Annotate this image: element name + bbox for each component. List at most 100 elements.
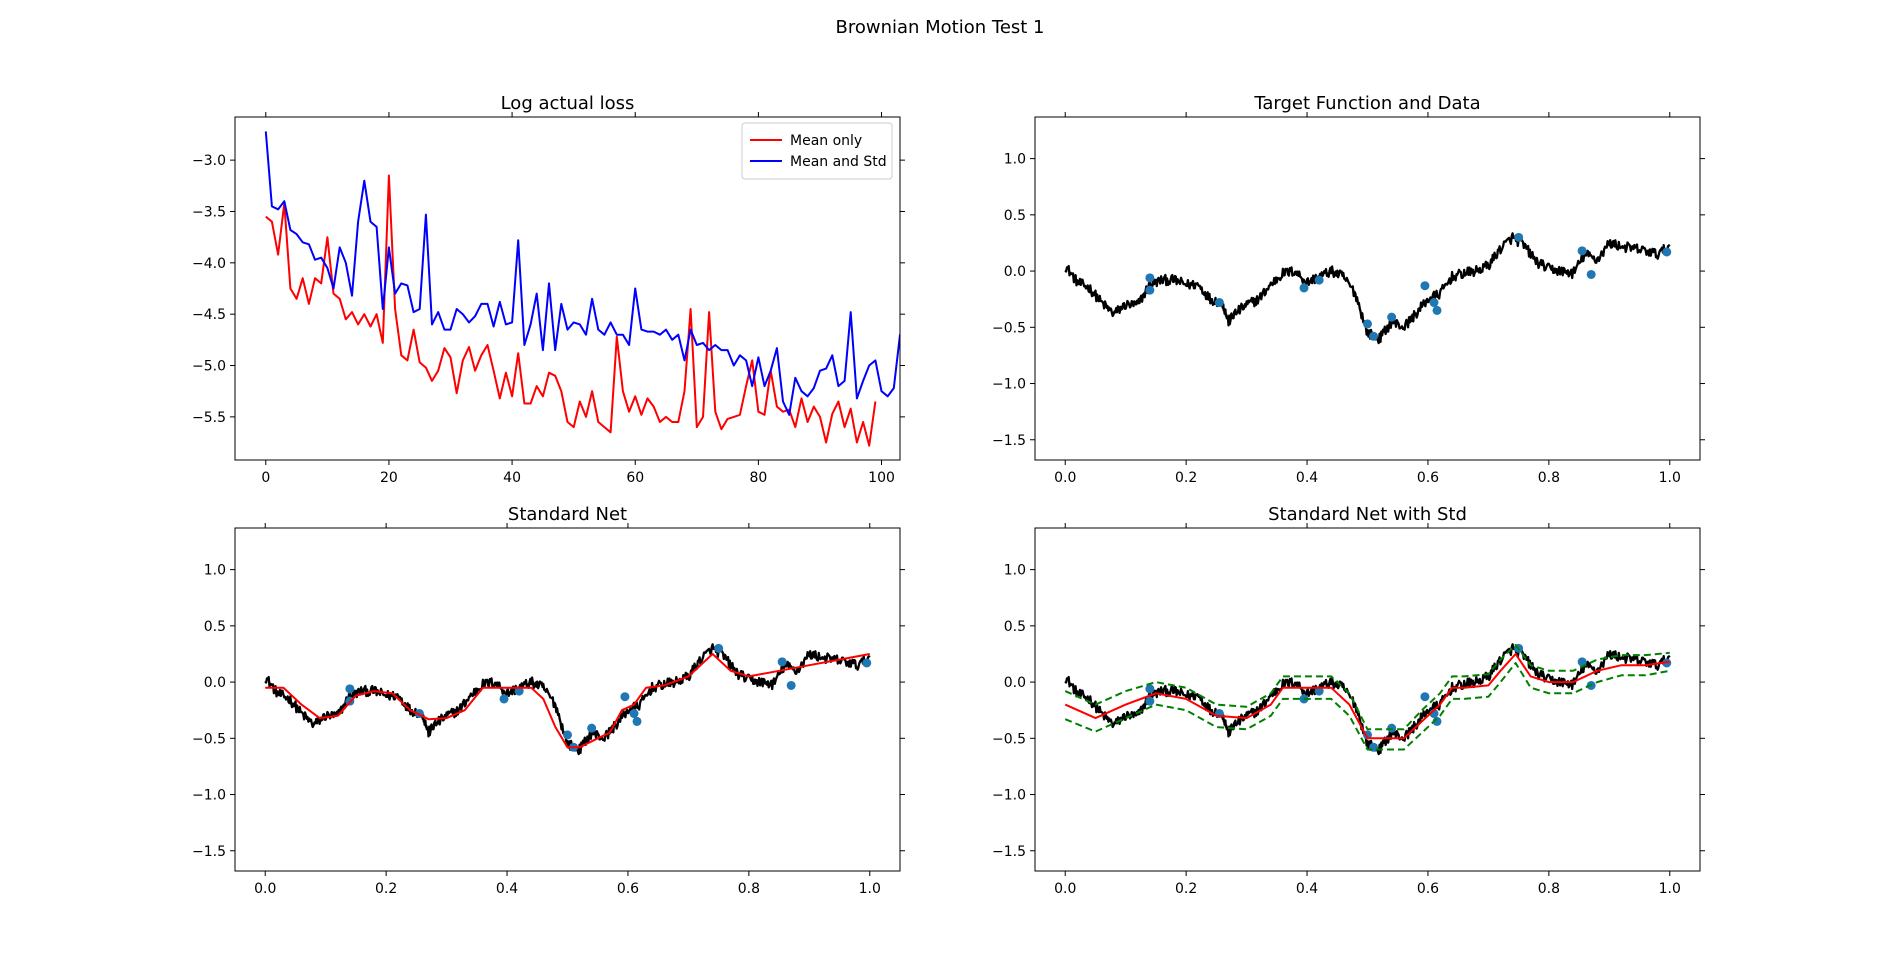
data-point <box>1420 281 1430 291</box>
data-point <box>786 680 796 690</box>
y-tick-label: −1.5 <box>992 433 1026 449</box>
y-tick-label: 1.0 <box>1004 563 1026 579</box>
x-tick-label: 100 <box>868 470 895 486</box>
subplot-4: Standard Net with Std 0.0 0.2 0.4 0.6 0.8 1.0 1… <box>992 504 1705 897</box>
x-tick-label: 0.6 <box>1417 881 1439 897</box>
data-point <box>345 684 355 694</box>
subplot-3: Standard Net 0.0 0.2 0.4 0.6 0.8 1.0 1.0 0.5 0.0 −… <box>192 504 905 897</box>
x-tick-label: 1.0 <box>859 881 881 897</box>
y-tick-label: −4.5 <box>192 307 226 323</box>
data-point <box>620 692 630 702</box>
data-point <box>1429 298 1439 308</box>
data-point <box>1514 232 1524 242</box>
x-tick-label: 60 <box>626 470 644 486</box>
data-point <box>862 658 872 668</box>
x-tick-label: 0.0 <box>254 881 276 897</box>
data-point <box>587 723 597 733</box>
y-tick-label: −0.5 <box>192 731 226 747</box>
y-tick-label: 0.5 <box>1004 208 1026 224</box>
data-point <box>629 709 639 719</box>
x-tick-label: 40 <box>503 470 521 486</box>
y-tick-label: 1.0 <box>1004 152 1026 168</box>
x-tick-label: 0.2 <box>1175 881 1197 897</box>
data-point <box>1432 716 1442 726</box>
data-point <box>563 730 572 740</box>
y-tick-label: −1.0 <box>192 788 226 804</box>
data-point <box>632 716 642 726</box>
y-tick-label: −1.5 <box>992 844 1026 860</box>
x-tick-label: 1.0 <box>1659 881 1681 897</box>
x-tick-label: 0.6 <box>617 881 639 897</box>
data-point <box>714 643 724 653</box>
y-tick-label: −1.0 <box>992 377 1026 393</box>
x-tick-label: 0.0 <box>1054 881 1076 897</box>
plot-area <box>1064 232 1672 345</box>
x-tick-label: 0.2 <box>375 881 397 897</box>
data-point <box>1299 283 1309 293</box>
x-tick-label: 80 <box>749 470 767 486</box>
data-point <box>1387 723 1397 733</box>
data-point <box>1369 331 1379 341</box>
data-point <box>1662 247 1672 257</box>
x-tick-label: 0.4 <box>1296 470 1318 486</box>
series-line <box>1064 653 1670 740</box>
plot-area <box>264 643 872 756</box>
y-tick-label: −0.5 <box>992 320 1026 336</box>
y-tick-label: −5.0 <box>192 359 226 375</box>
x-tick-label: 0.4 <box>1296 881 1318 897</box>
x-tick-label: 0.6 <box>1417 470 1439 486</box>
series-line <box>264 131 900 416</box>
subplot-2: Target Function and Data 0.0 0.2 0.4 0.6 0.8 1… <box>992 93 1705 486</box>
data-point <box>1363 319 1372 329</box>
y-tick-label: 0.0 <box>204 675 226 691</box>
y-tick-label: −0.5 <box>992 731 1026 747</box>
y-tick-label: −3.0 <box>192 153 226 169</box>
plot-area <box>1064 643 1672 756</box>
y-tick-label: 0.0 <box>1004 264 1026 280</box>
x-tick-label: 0 <box>261 470 270 486</box>
data-point <box>1586 269 1596 279</box>
y-tick-label: 1.0 <box>204 563 226 579</box>
legend-label: Mean only <box>790 133 862 149</box>
subplot-title: Standard Net with Std <box>1268 504 1467 525</box>
subplot-title: Log actual loss <box>501 93 635 114</box>
data-point <box>1577 657 1587 667</box>
data-point <box>514 686 524 696</box>
series-line <box>264 643 871 756</box>
x-tick-label: 0.2 <box>1175 470 1197 486</box>
x-tick-label: 1.0 <box>1659 470 1681 486</box>
x-tick-label: 0.8 <box>738 881 760 897</box>
data-point <box>1145 273 1155 283</box>
subplot-1: Log actual loss 0 20 40 60 80 100 −3.0 −3.5 −4.0 −… <box>192 93 905 486</box>
y-tick-label: −4.0 <box>192 256 226 272</box>
x-tick-label: 0.8 <box>1538 881 1560 897</box>
y-tick-label: 0.0 <box>1004 675 1026 691</box>
x-tick-label: 0.4 <box>496 881 518 897</box>
series-line <box>1064 232 1671 345</box>
y-tick-label: 0.5 <box>1004 619 1026 635</box>
axes-frame <box>234 116 901 461</box>
subplot-title: Standard Net <box>508 504 627 525</box>
plot-area <box>264 131 900 447</box>
data-point <box>1432 305 1442 315</box>
series-line <box>265 653 870 749</box>
figure-suptitle: Brownian Motion Test 1 <box>835 17 1044 38</box>
y-tick-label: −3.5 <box>192 204 226 220</box>
axes-frame <box>1034 116 1701 461</box>
series-line <box>1064 662 1670 751</box>
axes-frame <box>234 527 901 872</box>
x-tick-label: 20 <box>380 470 398 486</box>
subplot-grid: Log actual loss 0 20 40 60 80 100 −3.0 −3.5 −4.0 −… <box>192 93 1705 897</box>
legend: Mean only Mean and Std <box>741 122 893 180</box>
data-point <box>1420 692 1430 702</box>
data-point <box>1314 275 1324 285</box>
data-point <box>1214 298 1224 308</box>
legend-box <box>741 122 893 180</box>
data-point <box>1577 246 1587 256</box>
data-point <box>777 657 787 667</box>
data-point <box>1145 285 1155 295</box>
axes-frame <box>1034 527 1701 872</box>
data-point <box>1145 684 1155 694</box>
y-tick-label: 0.5 <box>204 619 226 635</box>
